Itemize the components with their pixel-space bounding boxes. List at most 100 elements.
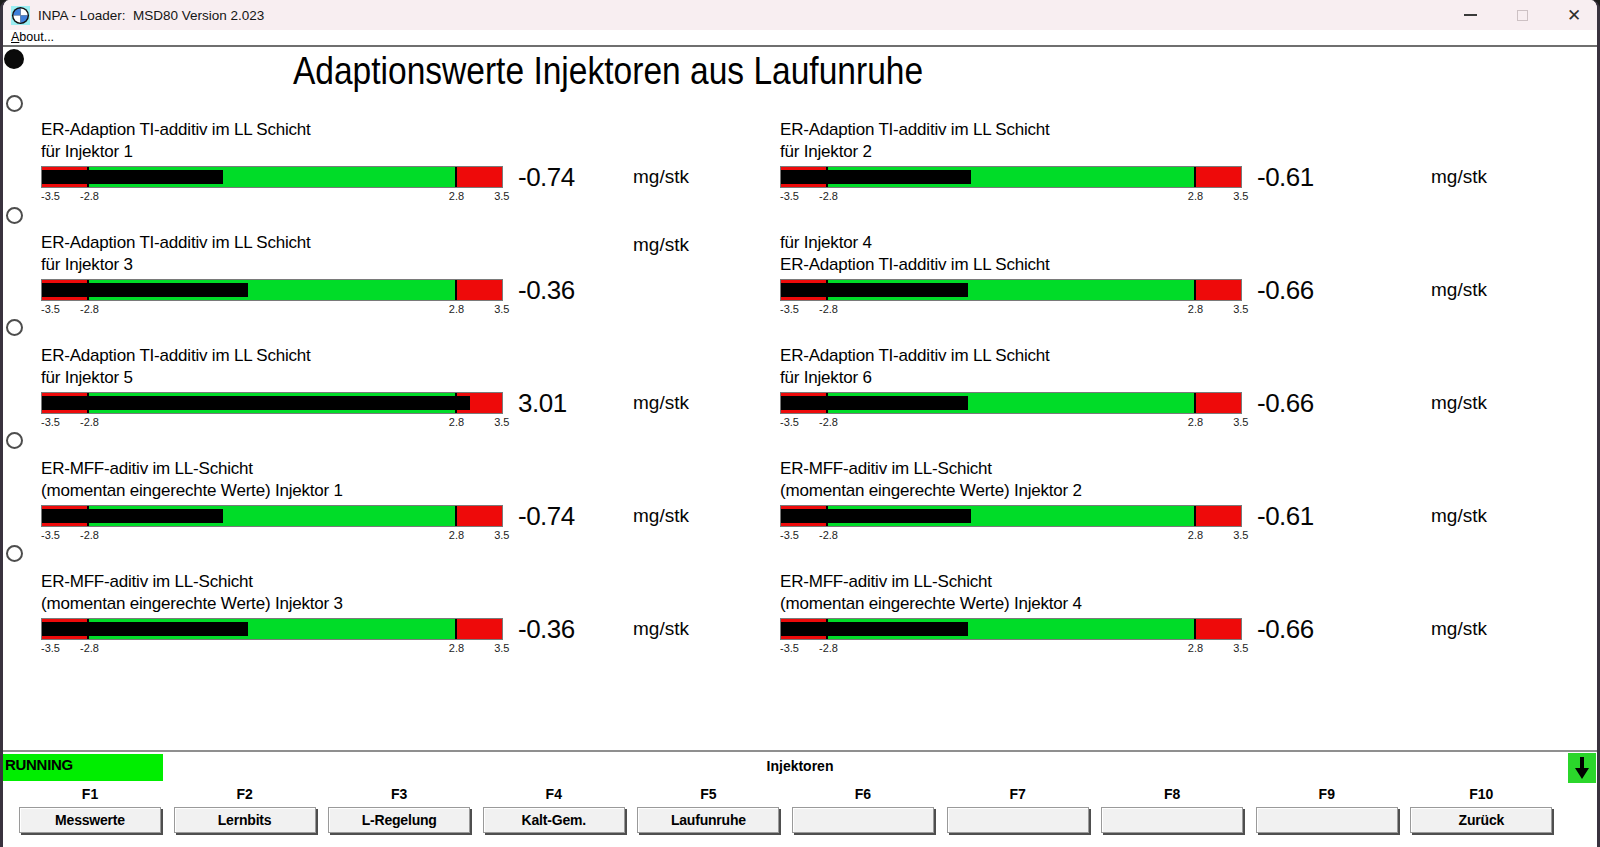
function-key-column: F8 [1101,782,1256,847]
function-key-label: F3 [328,786,470,802]
gauge-value: -0.66 [1257,388,1314,419]
gauge-unit: mg/stk [633,392,689,414]
scale-tick-max: 3.5 [1233,416,1248,428]
minimize-icon[interactable] [1461,6,1479,24]
menu-bar: About... [3,30,1597,47]
gauge-bar [41,505,503,527]
fkey-button-f7[interactable] [947,807,1089,833]
scale-tick-max: 3.5 [1233,190,1248,202]
gauge-value: -0.74 [518,501,575,532]
gauge-divider-high [1194,280,1196,300]
gauge-label-line1: ER-Adaption TI-additiv im LL Schicht [41,346,311,366]
gauge-row: ER-MFF-aditiv im LL-Schicht (momentan ei… [3,459,1600,572]
gauge-zone-red-high [456,167,502,187]
fkey-button-f8[interactable] [1101,807,1243,833]
function-key-label: F7 [947,786,1089,802]
scale-tick-low: -2.8 [819,416,838,428]
fkey-button-f2[interactable]: Lernbits [174,807,316,833]
scale-tick-min: -3.5 [41,190,60,202]
gauge-value: 3.01 [518,388,567,419]
fkey-button-f9[interactable] [1256,807,1398,833]
scale-tick-min: -3.5 [41,642,60,654]
gauge-scale: -3.5 -2.8 2.8 3.5 [780,529,1242,543]
fkey-button-f5[interactable]: Laufunruhe [637,807,779,833]
gauge-zone-red-high [1195,280,1241,300]
gauge-value-fill [781,170,971,184]
status-bar: RUNNING Injektoren [3,752,1597,782]
status-page-label: Injektoren [3,758,1597,774]
gauge-cell: ER-Adaption TI-additiv im LL Schicht für… [780,346,1570,459]
scale-tick-max: 3.5 [494,642,509,654]
close-icon[interactable]: ✕ [1565,6,1583,24]
gauge-cell: ER-MFF-aditiv im LL-Schicht (momentan ei… [41,459,756,572]
gauge-unit: mg/stk [1431,505,1487,527]
scale-tick-low: -2.8 [80,303,99,315]
scale-tick-low: -2.8 [80,642,99,654]
gauge-cell: ER-Adaption TI-additiv im LL Schicht für… [41,120,756,233]
function-key-label: F2 [174,786,316,802]
gauge-label-line2: für Injektor 3 [41,255,133,275]
gauge-value: -0.74 [518,162,575,193]
gauge-label-line2: für Injektor 6 [780,368,872,388]
gauge-unit: mg/stk [1431,166,1487,188]
gauge-cell: ER-MFF-aditiv im LL-Schicht (momentan ei… [41,572,756,685]
scale-tick-high: 2.8 [1188,416,1203,428]
inpa-window: INPA - Loader: MSD80 Version 2.023 ✕ Abo… [0,0,1600,847]
gauge-value-fill [781,283,968,297]
function-key-row: F1 Messwerte F2 Lernbits F3 L-Regelung F… [19,782,1579,847]
maximize-icon[interactable] [1513,6,1531,24]
gauge-value: -0.36 [518,275,575,306]
gauge-value-fill [42,622,248,636]
gauge-label-line1: ER-MFF-aditiv im LL-Schicht [780,572,992,592]
menu-item-about[interactable]: About... [11,30,54,44]
gauge-bar [41,618,503,640]
gauge-scale: -3.5 -2.8 2.8 3.5 [41,416,503,430]
gauge-divider-high [455,619,457,639]
gauge-label-line2: für Injektor 2 [780,142,872,162]
fkey-button-f6[interactable] [792,807,934,833]
gauge-label-line2: für Injektor 1 [41,142,133,162]
gauge-bar [41,279,503,301]
function-key-column: F9 [1256,782,1411,847]
scale-tick-high: 2.8 [449,416,464,428]
gauge-cell: ER-MFF-aditiv im LL-Schicht (momentan ei… [780,572,1570,685]
gauge-row: ER-MFF-aditiv im LL-Schicht (momentan ei… [3,572,1600,685]
function-key-column: F7 [947,782,1102,847]
gauge-grid: ER-Adaption TI-additiv im LL Schicht für… [3,120,1600,685]
gauge-zone-red-high [1195,393,1241,413]
scale-tick-max: 3.5 [494,416,509,428]
gauge-label-line2: (momentan eingerechte Werte) Injektor 3 [41,594,343,614]
gauge-scale: -3.5 -2.8 2.8 3.5 [780,642,1242,656]
function-key-column: F5 Laufunruhe [637,782,792,847]
function-key-label: F1 [19,786,161,802]
function-key-label: F9 [1256,786,1398,802]
gauge-label-line1: ER-MFF-aditiv im LL-Schicht [41,459,253,479]
scale-tick-high: 2.8 [1188,529,1203,541]
gauge-scale: -3.5 -2.8 2.8 3.5 [780,303,1242,317]
gauge-label-line1: ER-MFF-aditiv im LL-Schicht [780,459,992,479]
function-key-label: F8 [1101,786,1243,802]
scale-tick-max: 3.5 [494,303,509,315]
scale-tick-low: -2.8 [80,416,99,428]
scale-tick-high: 2.8 [449,529,464,541]
scale-tick-low: -2.8 [819,529,838,541]
gauge-value: -0.61 [1257,501,1314,532]
scale-tick-max: 3.5 [1233,642,1248,654]
gauge-divider-high [455,506,457,526]
gauge-cell: für Injektor 4 ER-Adaption TI-additiv im… [780,233,1570,346]
fkey-button-f4[interactable]: Kalt-Gem. [483,807,625,833]
scale-tick-high: 2.8 [449,642,464,654]
gauge-zone-red-high [456,619,502,639]
fkey-button-f1[interactable]: Messwerte [19,807,161,833]
scale-tick-high: 2.8 [1188,190,1203,202]
function-key-column: F2 Lernbits [174,782,329,847]
gauge-cell: ER-Adaption TI-additiv im LL Schicht für… [780,120,1570,233]
scale-tick-high: 2.8 [449,190,464,202]
fkey-button-f10[interactable]: Zurück [1410,807,1552,833]
fkey-button-f3[interactable]: L-Regelung [328,807,470,833]
scale-tick-min: -3.5 [41,303,60,315]
gauge-label-line1: ER-MFF-aditiv im LL-Schicht [41,572,253,592]
function-key-column: F1 Messwerte [19,782,174,847]
scale-tick-low: -2.8 [819,190,838,202]
gauge-value: -0.36 [518,614,575,645]
